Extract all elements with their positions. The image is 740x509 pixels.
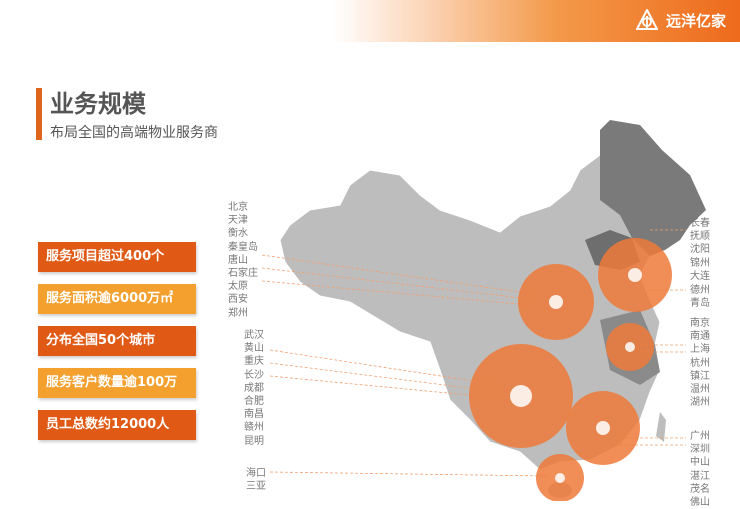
city-label: 成都	[244, 382, 264, 394]
city-label: 镇江	[690, 370, 710, 382]
title-accent-bar	[36, 88, 42, 140]
city-list-central: 武汉黄山 重庆 长沙 成都合肥 南昌 赣州 昆明	[244, 329, 264, 448]
city-label: 黄山	[244, 343, 264, 355]
city-label: 武汉	[244, 330, 264, 341]
city-label: 中山	[690, 457, 710, 469]
city-label: 赣州	[244, 422, 264, 434]
northeast-region	[600, 120, 706, 256]
stat-customers: 服务客户数量逾100万	[38, 368, 196, 398]
city-label: 西安	[228, 294, 248, 306]
page-subtitle: 布局全国的高端物业服务商	[50, 125, 218, 141]
taiwan	[656, 412, 666, 442]
city-list-hainan: 海口 三亚	[246, 467, 266, 493]
city-list-north: 北京天津 衡水 秦皇岛 唐山石家庄 太原 西安 郑州	[228, 201, 258, 320]
city-list-northeast: 长春抚顺 沈阳 锦州 大连	[690, 217, 710, 283]
city-label: 南昌	[244, 409, 264, 421]
city-label: 重庆	[244, 356, 264, 368]
page-title: 业务规模	[50, 90, 146, 118]
city-label: 南京	[690, 318, 710, 329]
service-circles	[469, 238, 672, 501]
city-list-shandong: 德州 青岛	[690, 284, 710, 310]
brand-name: 远洋亿家	[665, 11, 726, 30]
city-label: 长春	[690, 218, 710, 229]
city-label: 深圳	[690, 444, 710, 456]
city-label: 秦皇岛	[228, 241, 258, 253]
city-label: 湖州	[690, 397, 710, 409]
city-label: 杭州	[690, 357, 710, 369]
city-list-south: 广州深圳 中山 湛江 茂名佛山	[690, 430, 710, 509]
city-label: 佛山	[690, 497, 710, 509]
city-label: 郑州	[228, 307, 248, 319]
city-label: 茂名	[690, 483, 710, 495]
city-label: 上海	[690, 344, 710, 356]
city-label: 湛江	[690, 470, 710, 482]
city-label: 三亚	[246, 481, 266, 493]
city-label: 温州	[690, 384, 710, 396]
stat-cities: 分布全国50个城市	[38, 326, 196, 356]
city-label: 北京	[228, 202, 248, 213]
stat-employees: 员工总数约12000人	[38, 410, 196, 440]
city-label: 唐山	[228, 254, 248, 266]
city-label: 青岛	[690, 298, 710, 310]
city-label: 南通	[690, 331, 710, 343]
city-list-east: 南京南通 上海 杭州 镇江温州 湖州	[690, 317, 710, 409]
city-label: 沈阳	[690, 244, 710, 256]
ocean-homeplus-logo-icon	[635, 9, 658, 30]
city-label: 锦州	[690, 257, 710, 269]
brand-logo: 远洋亿家	[635, 9, 726, 31]
city-label: 石家庄	[228, 268, 258, 280]
city-label: 太原	[228, 281, 248, 293]
city-label: 长沙	[244, 369, 264, 381]
city-label: 大连	[690, 270, 710, 282]
header-banner: 远洋亿家	[0, 0, 740, 42]
city-label: 衡水	[228, 228, 248, 240]
city-label: 合肥	[244, 396, 264, 408]
city-label: 昆明	[244, 435, 264, 447]
stat-area: 服务面积逾6000万㎡	[38, 284, 196, 314]
city-label: 抚顺	[690, 231, 710, 243]
city-label: 广州	[690, 431, 710, 442]
city-label: 海口	[246, 468, 266, 479]
city-label: 德州	[690, 285, 710, 296]
city-label: 天津	[228, 215, 248, 227]
stat-projects: 服务项目超过400个	[38, 242, 196, 272]
